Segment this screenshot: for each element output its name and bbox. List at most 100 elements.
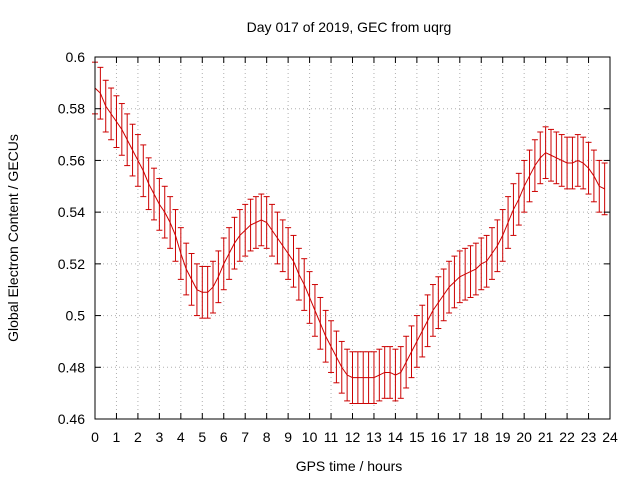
- y-tick-label: 0.48: [58, 359, 85, 375]
- data-point: [580, 136, 587, 190]
- data-point: [365, 351, 372, 404]
- x-tick-label: 9: [284, 429, 292, 445]
- data-point: [376, 348, 383, 402]
- data-point: [102, 79, 109, 133]
- data-point: [488, 227, 495, 280]
- data-point: [510, 183, 517, 236]
- y-tick-label: 0.46: [58, 411, 85, 427]
- data-point: [478, 237, 485, 291]
- data-point: [118, 103, 125, 156]
- data-point: [349, 351, 356, 404]
- data-point: [354, 351, 361, 404]
- x-tick-label: 24: [602, 429, 618, 445]
- x-tick-label: 8: [263, 429, 271, 445]
- data-point: [381, 346, 388, 399]
- chart-title: Day 017 of 2019, GEC from uqrg: [247, 19, 452, 35]
- x-tick-label: 12: [345, 429, 361, 445]
- data-point: [553, 131, 560, 185]
- data-point: [344, 348, 351, 402]
- x-tick-label: 15: [409, 429, 425, 445]
- y-tick-label: 0.52: [58, 256, 85, 272]
- data-point: [462, 247, 469, 301]
- data-point: [193, 263, 200, 317]
- data-point: [210, 260, 217, 314]
- x-tick-label: 14: [388, 429, 404, 445]
- x-axis-label: GPS time / hours: [296, 458, 403, 474]
- data-point: [456, 250, 463, 304]
- x-tick-label: 5: [198, 429, 206, 445]
- data-point: [199, 265, 206, 319]
- data-point: [408, 325, 415, 379]
- data-point: [360, 351, 367, 404]
- data-point: [108, 87, 115, 141]
- data-series: [92, 61, 608, 404]
- data-point: [124, 113, 131, 167]
- data-point: [558, 134, 565, 187]
- data-point: [269, 203, 276, 257]
- x-tick-label: 3: [155, 429, 163, 445]
- x-tick-label: 23: [581, 429, 597, 445]
- data-point: [435, 276, 442, 329]
- y-tick-label: 0.54: [58, 204, 85, 220]
- data-point: [574, 134, 581, 187]
- x-tick-label: 2: [134, 429, 142, 445]
- data-point: [263, 196, 270, 249]
- data-point: [306, 271, 313, 324]
- data-point: [505, 196, 512, 249]
- data-point: [472, 242, 479, 296]
- data-point: [226, 227, 233, 280]
- data-point: [483, 234, 490, 288]
- data-point: [301, 258, 308, 311]
- x-tick-label: 4: [177, 429, 185, 445]
- x-tick-label: 19: [495, 429, 511, 445]
- data-point: [413, 315, 420, 368]
- data-point: [601, 162, 608, 216]
- data-point: [236, 209, 243, 262]
- data-point: [167, 196, 174, 249]
- x-tick-label: 0: [91, 429, 99, 445]
- y-tick-label: 0.56: [58, 152, 85, 168]
- data-point: [151, 167, 158, 221]
- data-point: [569, 136, 576, 190]
- data-point: [204, 265, 211, 319]
- data-point: [113, 95, 120, 148]
- data-point: [220, 237, 227, 291]
- data-point: [446, 260, 453, 314]
- data-point: [424, 294, 431, 348]
- data-point: [521, 159, 528, 213]
- x-tick-label: 10: [302, 429, 318, 445]
- x-tick-label: 13: [366, 429, 382, 445]
- data-point: [370, 351, 377, 404]
- x-tick-label: 11: [324, 429, 339, 445]
- data-point: [172, 209, 179, 262]
- data-point: [403, 335, 410, 389]
- data-point: [129, 123, 136, 177]
- data-point: [419, 304, 426, 358]
- data-point: [188, 253, 195, 306]
- data-point: [547, 128, 554, 182]
- data-point: [467, 245, 474, 298]
- data-point: [252, 196, 259, 249]
- data-point: [451, 255, 458, 309]
- data-point: [322, 309, 329, 363]
- data-point: [311, 284, 318, 337]
- data-point: [328, 320, 335, 373]
- data-point: [134, 134, 141, 187]
- data-point: [215, 250, 222, 304]
- x-tick-label: 20: [516, 429, 532, 445]
- data-point: [531, 139, 538, 192]
- data-point: [177, 227, 184, 280]
- data-point: [231, 216, 238, 270]
- y-tick-label: 0.5: [66, 308, 86, 324]
- data-point: [161, 185, 168, 239]
- data-point: [279, 219, 286, 273]
- data-point: [537, 131, 544, 185]
- data-point: [585, 141, 592, 195]
- data-point: [285, 227, 292, 280]
- data-point: [564, 136, 571, 190]
- x-tick-label: 22: [559, 429, 575, 445]
- data-point: [515, 172, 522, 226]
- data-point: [392, 348, 399, 402]
